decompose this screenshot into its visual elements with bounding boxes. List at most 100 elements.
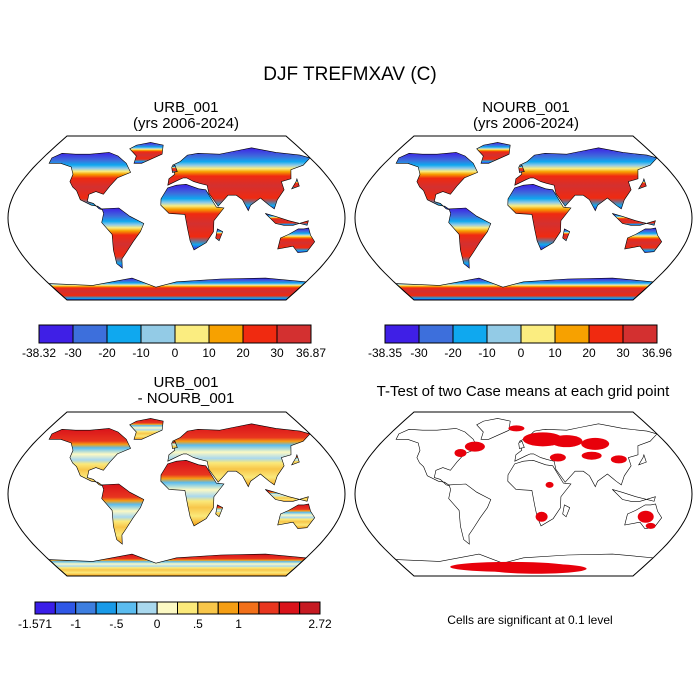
landmass-australia [277,503,316,529]
landmass-greenland [129,418,164,440]
landmass-indonesia [612,489,656,502]
panel-diff-title-line2: - NOURB_001 [137,390,235,407]
colorbar-segment [34,601,56,615]
colorbar-tick-label: -1 [70,617,82,631]
colorbar-tick-label: -10 [478,346,496,360]
landmass-greenland [129,142,164,164]
map-ttest-significance [353,409,694,584]
panel-diff-title-line1: URB_001 [153,374,219,391]
significant-cells [637,510,654,523]
colorbar-segment [384,324,420,344]
colorbar-segment [136,601,158,615]
colorbar-tick-label: 0 [153,617,161,631]
colorbar-tick-label: -30 [64,346,82,360]
landmass-africa [160,183,225,251]
colorbar-segment [140,324,176,344]
colorbar-tick-label: 1 [235,617,242,631]
colorbar-segment [197,601,219,615]
colorbar-tick-label: 10 [202,346,216,360]
significant-cells [464,441,485,452]
landmass-northAmerica [395,152,479,211]
colorbar-segment [177,601,199,615]
landmass-antarctica [394,277,654,300]
landmass-madagascar [215,228,224,242]
panel-urb-title-line1: URB_001 [153,99,219,116]
landmass-greenland [476,142,511,164]
colorbar-segment [588,324,624,344]
panel-urb-title-line2: (yrs 2006-2024) [133,115,239,132]
colorbar-segment [38,324,74,344]
map-urb-temperature [6,133,347,308]
colorbar-segment [54,601,77,615]
significant-cells [454,449,467,457]
colorbar-tick-label: 10 [548,346,562,360]
landmass-indonesia [265,213,309,226]
landmass-uk [171,440,178,449]
landmass-australia [624,227,663,253]
colorbar-segment [278,601,301,615]
significant-cells [610,455,627,464]
colorbar-tick-label: .5 [192,617,203,631]
colorbar-tick-label: -38.35 [367,346,403,360]
landmass-northAmerica [48,152,132,211]
landmass-uk [518,164,525,173]
significant-cells [508,425,525,432]
significant-cells [545,481,554,488]
map-border [7,135,346,301]
landmass-japan [638,453,647,466]
map-border [7,411,346,577]
significant-cells [645,522,656,529]
landmass-southAmerica [448,207,492,269]
colorbar-tick-label: -20 [98,346,116,360]
colorbar-segment [299,601,321,615]
panel-nourb-title-line2: (yrs 2006-2024) [473,115,579,132]
colorbar-segment [174,324,210,344]
colorbar-tick-label: -38.32 [21,346,57,360]
colorbar-segment [258,601,280,615]
colorbar-segment [208,324,244,344]
significant-cells [535,511,548,522]
landmass-indonesia [612,213,656,226]
map-difference [6,409,347,584]
landmass-eurasia [167,423,311,488]
landmass-australia [277,227,316,253]
colorbar-tick-label: 30 [270,346,284,360]
colorbar-segment [276,324,312,344]
panel-nourb-title: NOURB_001 (yrs 2006-2024) [396,100,656,132]
significant-cells [581,451,602,460]
panel-ttest-title: T-Test of two Case means at each grid po… [376,383,670,400]
panel-urb-title: URB_001 (yrs 2006-2024) [56,100,316,132]
landmass-uk [171,164,178,173]
colorbar-segment [418,324,454,344]
significant-cells [550,435,583,448]
colorbar-segment [75,601,97,615]
colorbar-tick-label: 20 [236,346,250,360]
colorbar-segment [622,324,658,344]
landmass-africa [507,183,572,251]
colorbar-segment [242,324,278,344]
colorbar-segment [554,324,590,344]
landmass-southAmerica [101,483,145,545]
colorbar-tick-label: 0 [517,346,525,360]
map-border [354,135,693,301]
colorbar-tick-label: 36.87 [295,346,327,360]
landmass-madagascar [562,504,571,518]
landmass-madagascar [215,504,224,518]
colorbar-segment [115,601,138,615]
landmass-southAmerica [448,483,492,545]
landmass-japan [291,453,300,466]
panel-diff-title: URB_001 - NOURB_001 [56,375,316,407]
map-nourb-temperature [353,133,694,308]
colorbar-tick-label: 0 [171,346,179,360]
colorbar-tick-label: -.5 [109,617,124,631]
colorbar-segment [520,324,556,344]
colorbar-tick-label: -10 [132,346,150,360]
landmass-africa [160,459,225,527]
landmass-eurasia [167,147,311,212]
landmass-antarctica [47,277,307,300]
significant-cells [486,563,587,574]
landmass-japan [291,177,300,190]
colorbar-tick-label: -20 [444,346,462,360]
landmass-africa [507,459,572,527]
panel-nourb-title-line1: NOURB_001 [482,99,570,116]
